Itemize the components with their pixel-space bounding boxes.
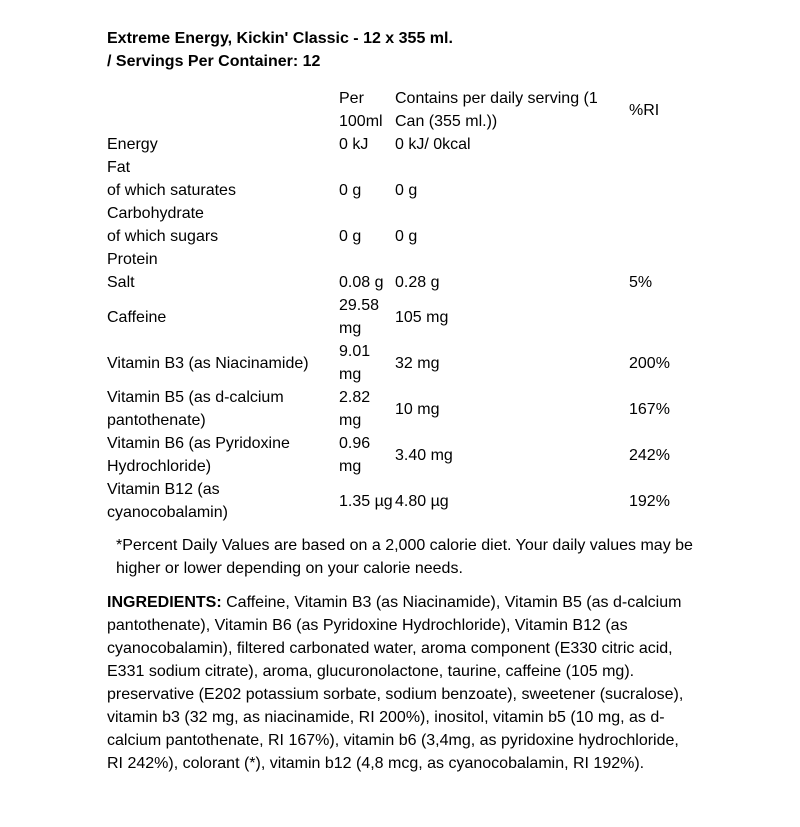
row-vitamin-b6: Vitamin B6 (as Pyridoxine Hydrochloride)…: [107, 432, 693, 478]
per-100ml-value: 9.01 mg: [339, 343, 371, 383]
row-salt: Salt 0.08 g 0.28 g 5%: [107, 271, 693, 294]
nutrient-label: Vitamin B5 (as d-calcium pantothenate): [107, 389, 284, 429]
per-serving-value: [395, 202, 629, 225]
ri-value: [629, 294, 693, 340]
row-protein: Protein: [107, 248, 693, 271]
header-per-100ml: Per 100ml: [339, 90, 383, 130]
nutrient-label: Carbohydrate: [107, 205, 204, 222]
per-100ml-value: 1.35 µg: [339, 492, 393, 510]
row-saturates: of which saturates 0 g 0 g: [107, 179, 693, 202]
per-serving-value: 0.28 g: [395, 274, 440, 291]
nutrient-label: Vitamin B6 (as Pyridoxine Hydrochloride): [107, 435, 290, 475]
nutrition-facts-table: Per 100ml Contains per daily serving (1 …: [107, 87, 693, 524]
header-ri: %RI: [629, 101, 660, 119]
nutrient-label: Fat: [107, 159, 131, 176]
row-fat: Fat: [107, 156, 693, 179]
nutrient-label: of which sugars: [107, 228, 219, 245]
servings-per-container: / Servings Per Container: 12: [107, 53, 321, 70]
nutrient-label: Energy: [107, 136, 158, 153]
per-100ml-value: 0.96 mg: [339, 435, 371, 475]
ri-value: [629, 202, 693, 225]
row-vitamin-b5: Vitamin B5 (as d-calcium pantothenate) 2…: [107, 386, 693, 432]
header-per-serving: Contains per daily serving (1 Can (355 m…: [395, 90, 598, 130]
per-100ml-value: [339, 248, 395, 271]
per-serving-value: 3.40 mg: [395, 446, 453, 464]
ri-value: 200%: [629, 354, 670, 372]
per-100ml-value: 29.58 mg: [339, 297, 380, 337]
per-100ml-value: 2.82 mg: [339, 389, 371, 429]
per-serving-value: 10 mg: [395, 400, 440, 418]
nutrient-label: Vitamin B3 (as Niacinamide): [107, 354, 309, 372]
per-serving-value: 0 kJ/ 0kcal: [395, 136, 471, 153]
nutrient-label: of which saturates: [107, 182, 236, 199]
per-serving-value: 0 g: [395, 182, 418, 199]
nutrient-label: Caffeine: [107, 308, 167, 326]
row-caffeine: Caffeine 29.58 mg 105 mg: [107, 294, 693, 340]
ri-value: [629, 133, 693, 156]
header-nutrient: [107, 87, 339, 133]
per-serving-value: 105 mg: [395, 308, 449, 326]
row-vitamin-b3: Vitamin B3 (as Niacinamide) 9.01 mg 32 m…: [107, 340, 693, 386]
per-serving-value: 4.80 µg: [395, 492, 449, 510]
ingredients-text: Caffeine, Vitamin B3 (as Niacinamide), V…: [107, 594, 684, 772]
daily-values-footnote: *Percent Daily Values are based on a 2,0…: [116, 537, 693, 577]
nutrient-label: Protein: [107, 251, 158, 268]
per-serving-value: [395, 248, 629, 271]
per-100ml-value: 0 kJ: [339, 136, 369, 153]
row-sugars: of which sugars 0 g 0 g: [107, 225, 693, 248]
ri-value: 5%: [629, 274, 653, 291]
per-100ml-value: [339, 202, 395, 225]
ri-value: [629, 156, 693, 179]
ingredients-paragraph: INGREDIENTS: Caffeine, Vitamin B3 (as Ni…: [107, 591, 693, 775]
per-serving-value: 0 g: [395, 228, 418, 245]
ingredients-label: INGREDIENTS:: [107, 594, 222, 611]
per-serving-value: 32 mg: [395, 354, 440, 372]
row-vitamin-b12: Vitamin B12 (as cyanocobalamin) 1.35 µg …: [107, 478, 693, 524]
table-header-row: Per 100ml Contains per daily serving (1 …: [107, 87, 693, 133]
ri-value: [629, 225, 693, 248]
row-carbohydrate: Carbohydrate: [107, 202, 693, 225]
product-info-page: Extreme Energy, Kickin' Classic - 12 x 3…: [107, 27, 693, 775]
ri-value: 192%: [629, 492, 670, 510]
nutrient-label: Vitamin B12 (as cyanocobalamin): [107, 481, 228, 521]
product-title: Extreme Energy, Kickin' Classic - 12 x 3…: [107, 30, 453, 47]
per-100ml-value: 0 g: [339, 228, 362, 245]
ri-value: 167%: [629, 400, 670, 418]
ri-value: 242%: [629, 446, 670, 464]
nutrient-label: Salt: [107, 274, 135, 291]
row-energy: Energy 0 kJ 0 kJ/ 0kcal: [107, 133, 693, 156]
per-100ml-value: 0.08 g: [339, 274, 384, 291]
ri-value: [629, 179, 693, 202]
ri-value: [629, 248, 693, 271]
per-100ml-value: [339, 156, 395, 179]
per-serving-value: [395, 156, 629, 179]
per-100ml-value: 0 g: [339, 182, 362, 199]
